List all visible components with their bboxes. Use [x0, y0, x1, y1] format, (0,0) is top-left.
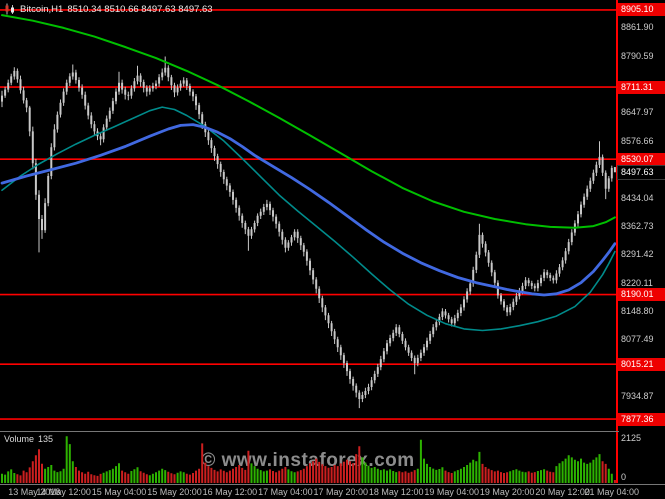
support-resistance-lines — [0, 9, 616, 420]
time-axis-label: 16 May 12:00 — [202, 487, 258, 497]
price-axis-label: 7934.87 — [621, 391, 654, 402]
volume-bars-down — [16, 443, 616, 483]
level-price-label: 8190.01 — [618, 288, 665, 302]
volume-indicator-label: Volume 135 — [4, 434, 57, 444]
price-axis-label: 8647.97 — [621, 107, 654, 118]
time-axis-label: 15 May 04:00 — [91, 487, 147, 497]
price-axis-label: 8148.80 — [621, 306, 654, 316]
current-price-label: 8497.63 — [617, 164, 665, 180]
time-axis-label: 20 May 12:00 — [535, 487, 590, 497]
time-axis-label: 21 May 04:00 — [584, 487, 640, 497]
time-axis-label: 19 May 20:00 — [479, 487, 535, 497]
level-price-label: 8530.07 — [618, 152, 665, 166]
ma-slow-green-line — [1, 14, 616, 229]
price-axis-label: 8291.42 — [621, 249, 654, 260]
ohlc-readout: 8510.34 8510.66 8497.63 8497.63 — [67, 3, 213, 15]
ma-fast-teal-line — [1, 106, 616, 332]
price-axis-label: 8434.04 — [621, 192, 654, 203]
time-axis-label: 17 May 04:00 — [258, 487, 313, 497]
time-axis-label: 17 May 20:00 — [313, 487, 369, 497]
level-price-label: 8015.21 — [618, 357, 665, 371]
price-axis-label: 8861.90 — [621, 22, 654, 33]
price-axis-label: 8790.59 — [621, 50, 654, 61]
price-axis-label: 8077.49 — [621, 334, 654, 345]
volume-label-text: Volume — [4, 434, 35, 444]
time-axis-label: 13 May 2018 — [8, 487, 61, 497]
price-axis[interactable]: 8861.90 8790.59 8647.97 8576.66 8434.04 8362.… — [617, 0, 665, 484]
candlestick-chart-icon — [5, 3, 14, 15]
price-axis-label: 8220.11 — [621, 277, 653, 288]
volume-scale-min-label: 0 — [621, 472, 627, 482]
time-axis-label: 18 May 12:00 — [368, 487, 424, 497]
time-axis-label: 14 May 12:00 — [36, 487, 91, 497]
time-axis-label: 15 May 20:00 — [147, 487, 202, 497]
time-axis-label: 19 May 04:00 — [424, 487, 479, 497]
level-price-label: 7877.36 — [618, 412, 665, 426]
watermark: © www.instaforex.com — [201, 450, 415, 471]
symbol-timeframe-label: Bitcoin,H1 — [20, 3, 64, 15]
level-price-label: 8711.31 — [618, 80, 665, 94]
price-axis-label: 8576.66 — [621, 135, 654, 146]
volume-scale-max-label: 2125 — [621, 433, 642, 443]
time-axis[interactable]: 13 May 2018 14 May 12:00 15 May 04:00 15 Ma… — [0, 485, 665, 499]
candle-wicks — [1, 56, 616, 409]
chart-title: Bitcoin,H1 8510.34 8510.66 8497.63 8497.… — [4, 3, 213, 15]
level-price-label: 8905.10 — [618, 3, 665, 17]
ma-mid-blue-line — [0, 123, 617, 297]
candle-bodies — [1, 67, 616, 399]
volume-current-value: 135 — [38, 434, 54, 444]
price-axis-label: 8362.73 — [621, 220, 654, 231]
